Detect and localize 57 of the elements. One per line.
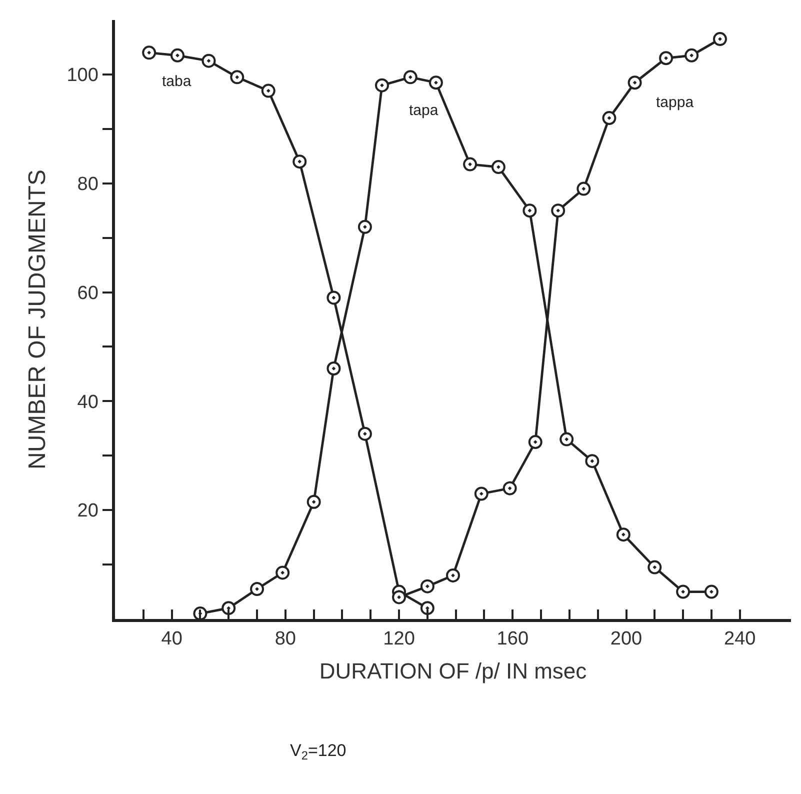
- point: [392, 590, 406, 604]
- point: [358, 426, 372, 441]
- point: [326, 362, 341, 376]
- point: [602, 111, 616, 126]
- point: [628, 76, 642, 90]
- series-label: tapa: [409, 102, 439, 119]
- point: [142, 46, 156, 60]
- point: [326, 290, 341, 305]
- point: [659, 51, 674, 66]
- series-label: tappa: [656, 94, 694, 111]
- point: [250, 582, 264, 596]
- point: [704, 584, 718, 599]
- point: [502, 481, 517, 496]
- point: [560, 432, 574, 446]
- point: [306, 494, 321, 509]
- point: [420, 601, 434, 616]
- x-tick-label: 240: [724, 628, 756, 650]
- x-axis-title: DURATION OF /p/ IN msec: [319, 658, 587, 684]
- point: [358, 220, 372, 234]
- point: [712, 32, 727, 46]
- point: [202, 54, 216, 68]
- x-tick-label: 200: [610, 628, 642, 650]
- y-tick-label: 80: [77, 174, 98, 196]
- y-tick-label: 40: [77, 392, 98, 413]
- x-tick-label: 160: [496, 628, 528, 650]
- point: [420, 579, 434, 594]
- text: V$_{2}$=120: [290, 741, 346, 763]
- point: [491, 160, 506, 174]
- point: [428, 76, 443, 90]
- point: [551, 204, 566, 218]
- point: [292, 154, 307, 169]
- point: [522, 204, 537, 218]
- point: [616, 528, 630, 542]
- x-tick-label: 120: [383, 628, 415, 650]
- y-tick-label: 100: [66, 65, 98, 86]
- point: [446, 568, 460, 582]
- point: [276, 566, 290, 580]
- point: [474, 486, 488, 501]
- point: [648, 560, 662, 574]
- point: [463, 157, 478, 172]
- point: [585, 454, 600, 468]
- y-tick-label: 20: [77, 500, 98, 522]
- point: [528, 435, 542, 450]
- y-axis-title: NUMBER OF JUDGMENTS: [24, 170, 51, 470]
- point: [676, 584, 690, 599]
- series-label: taba: [162, 73, 192, 90]
- point: [403, 70, 418, 84]
- point: [261, 84, 276, 98]
- point: [222, 601, 236, 616]
- point: [170, 48, 184, 62]
- y-tick-label: 60: [77, 282, 98, 304]
- point: [374, 78, 389, 92]
- x-tick-label: 40: [161, 628, 182, 650]
- x-tick-label: 80: [274, 628, 296, 650]
- point: [684, 48, 699, 62]
- point: [576, 182, 591, 196]
- point: [230, 70, 244, 84]
